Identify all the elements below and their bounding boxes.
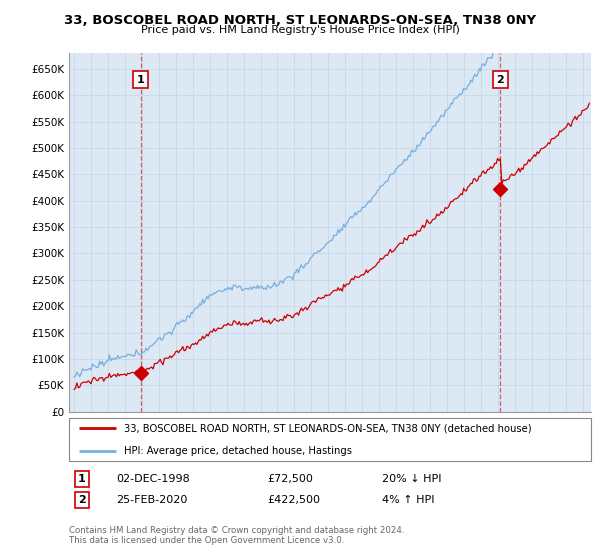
Text: HPI: Average price, detached house, Hastings: HPI: Average price, detached house, Hast…	[124, 446, 352, 456]
Text: 1: 1	[78, 474, 86, 484]
Text: 2: 2	[496, 74, 504, 85]
Text: 33, BOSCOBEL ROAD NORTH, ST LEONARDS-ON-SEA, TN38 0NY (detached house): 33, BOSCOBEL ROAD NORTH, ST LEONARDS-ON-…	[124, 423, 532, 433]
Text: 33, BOSCOBEL ROAD NORTH, ST LEONARDS-ON-SEA, TN38 0NY: 33, BOSCOBEL ROAD NORTH, ST LEONARDS-ON-…	[64, 14, 536, 27]
Text: 1: 1	[137, 74, 145, 85]
Text: 20% ↓ HPI: 20% ↓ HPI	[382, 474, 442, 484]
Text: Contains HM Land Registry data © Crown copyright and database right 2024.
This d: Contains HM Land Registry data © Crown c…	[69, 526, 404, 545]
Text: 02-DEC-1998: 02-DEC-1998	[116, 474, 190, 484]
Text: Price paid vs. HM Land Registry's House Price Index (HPI): Price paid vs. HM Land Registry's House …	[140, 25, 460, 35]
Text: 2: 2	[78, 495, 86, 505]
FancyBboxPatch shape	[69, 418, 591, 461]
Text: £422,500: £422,500	[268, 495, 320, 505]
Text: 25-FEB-2020: 25-FEB-2020	[116, 495, 187, 505]
Text: £72,500: £72,500	[268, 474, 313, 484]
Text: 4% ↑ HPI: 4% ↑ HPI	[382, 495, 434, 505]
